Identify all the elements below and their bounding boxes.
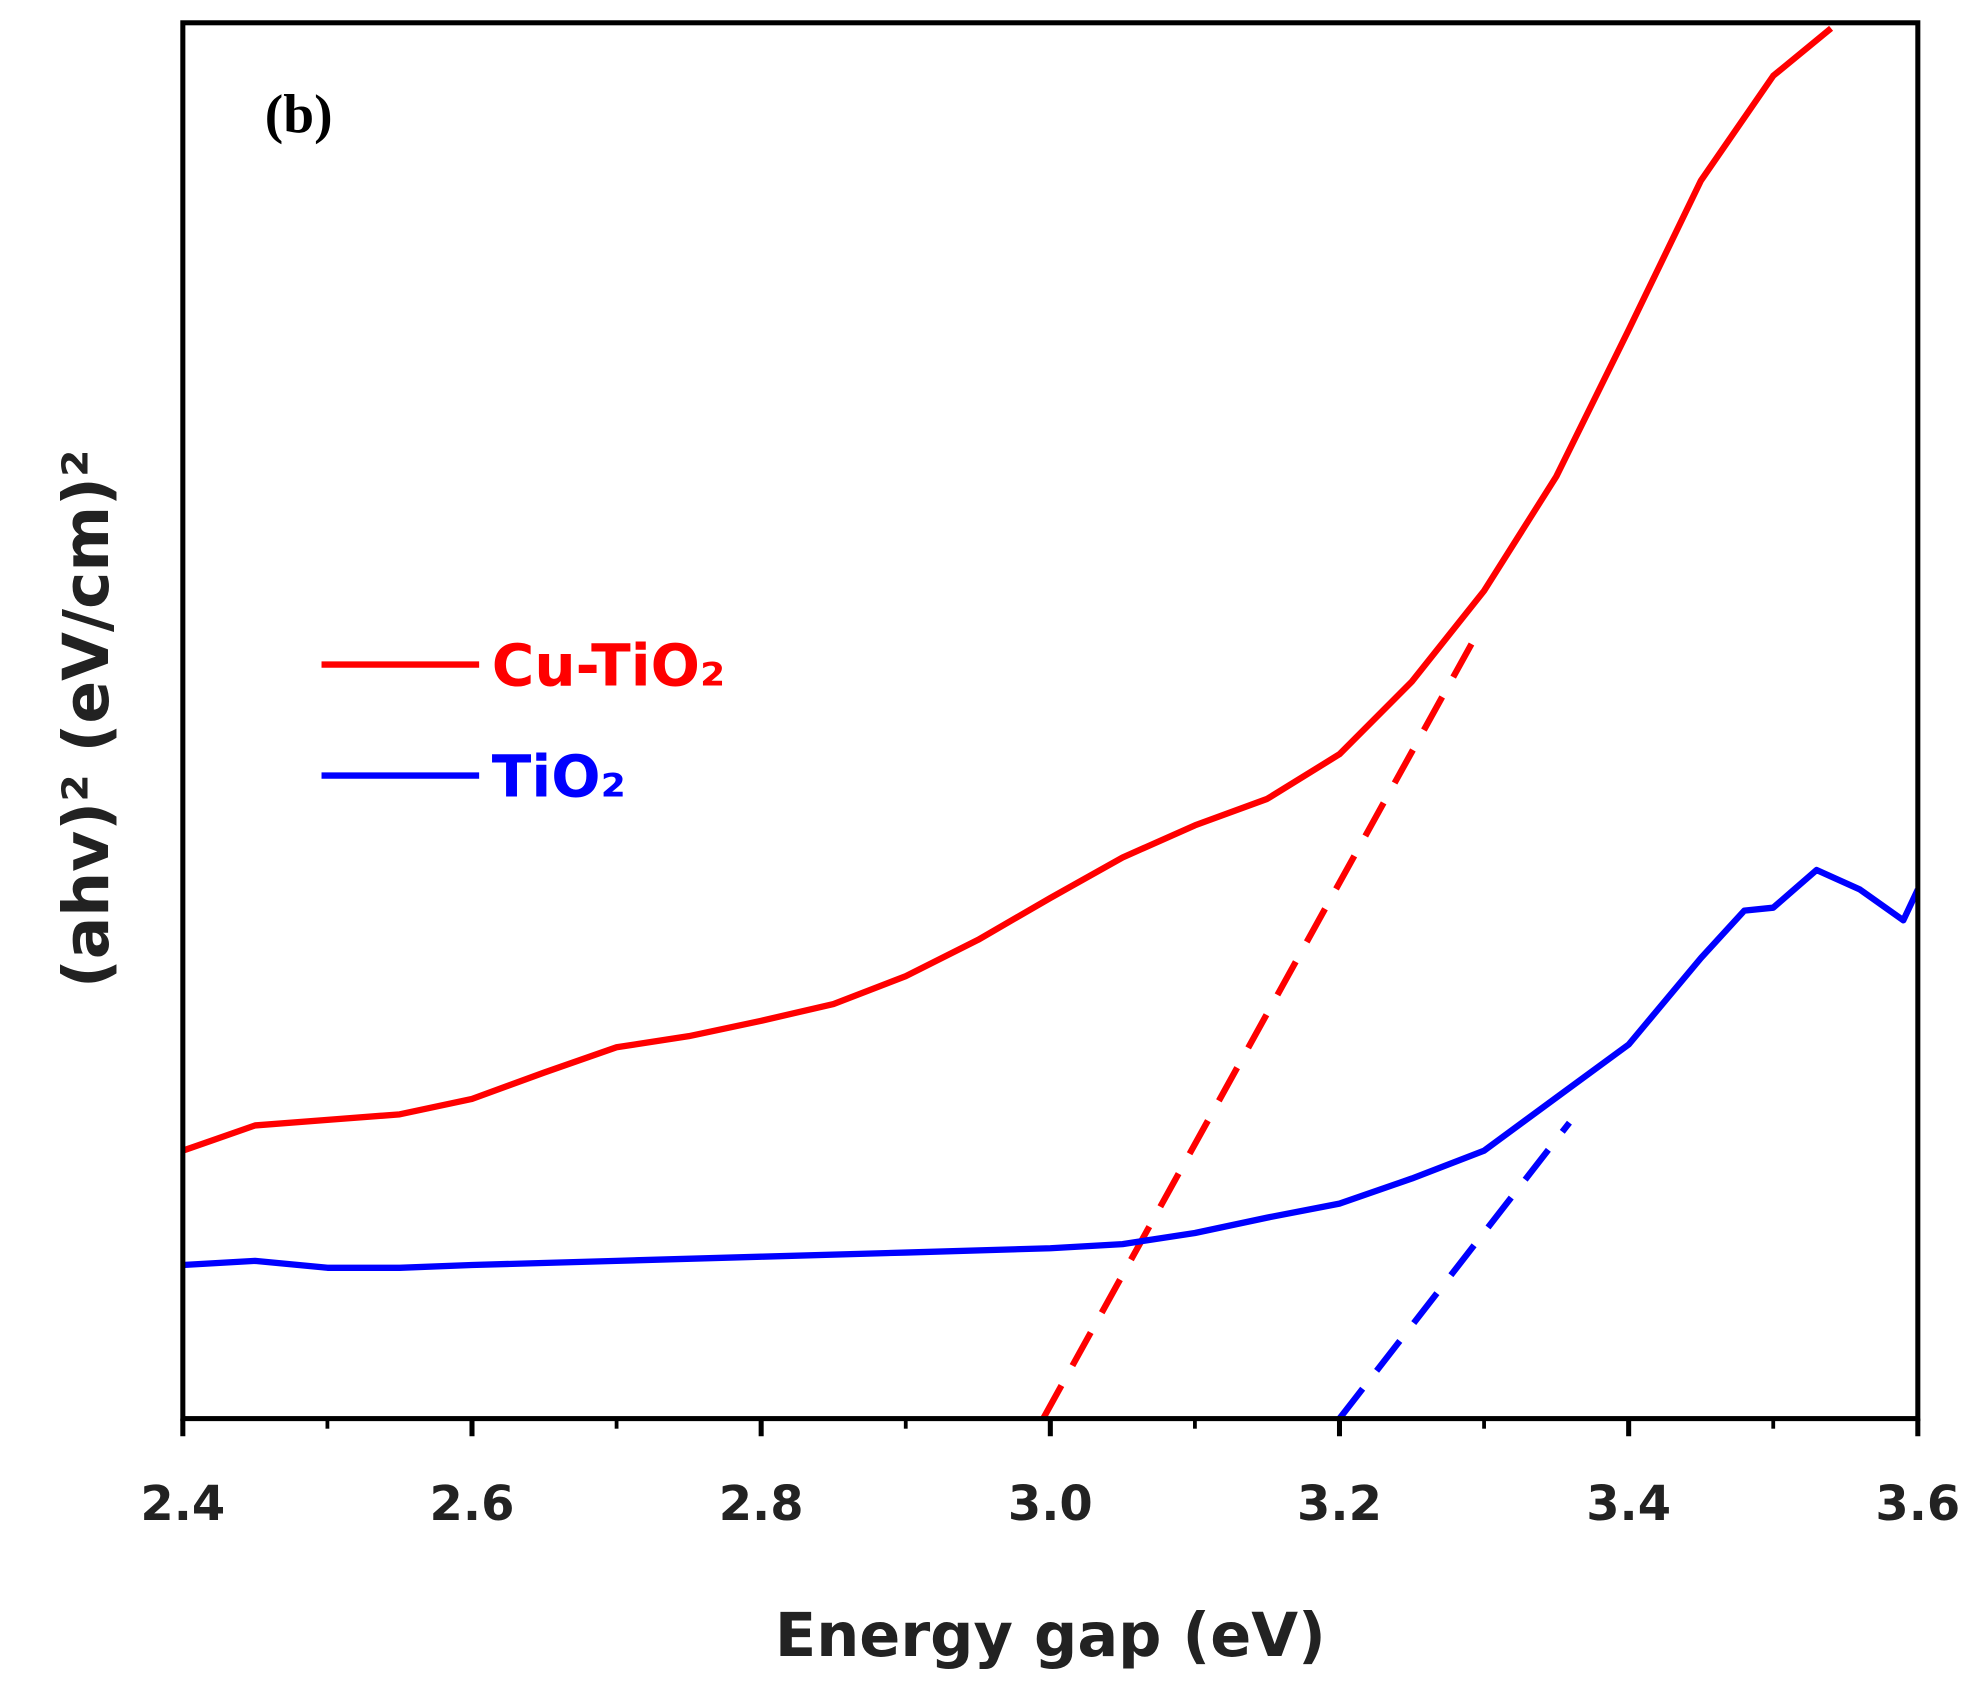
legend-label: Cu-TiO₂ (492, 632, 726, 700)
x-tick-label: 3.6 (1875, 1477, 1960, 1532)
data-line (182, 25, 1834, 1154)
y-axis-label: (ahv)² (eV/cm)² (49, 450, 123, 988)
plot-frame (180, 20, 1921, 1422)
legend-label: TiO₂ (492, 743, 626, 811)
x-axis-label: Energy gap (eV) (775, 1601, 1326, 1671)
x-tick-label: 3.2 (1297, 1477, 1382, 1532)
x-tick-label: 2.6 (430, 1477, 515, 1532)
fit-line (1040, 635, 1479, 1419)
x-tick-label: 2.4 (140, 1477, 225, 1532)
data-line (182, 866, 1918, 1271)
panel-label: (b) (265, 84, 333, 145)
x-tick-label: 2.8 (719, 1477, 804, 1532)
fit-line (1336, 1120, 1572, 1419)
x-tick-label: 3.4 (1586, 1477, 1671, 1532)
x-tick-label: 3.0 (1008, 1477, 1093, 1532)
